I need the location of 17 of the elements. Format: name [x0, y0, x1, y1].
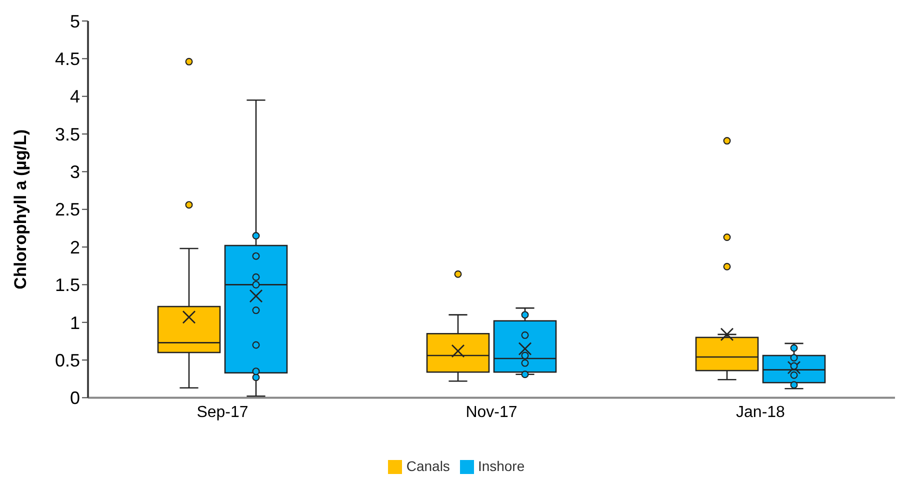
- y-tick-label: 1: [70, 312, 80, 333]
- y-tick-label: 5: [70, 11, 80, 32]
- legend-label: Canals: [406, 458, 450, 474]
- y-tick-label: 3: [70, 162, 80, 182]
- y-axis-title: Chlorophyll a (µg/L): [11, 129, 30, 290]
- x-tick-label: Sep-17: [196, 404, 248, 422]
- legend-label: Inshore: [478, 458, 525, 474]
- y-tick-label: 1.5: [54, 275, 80, 296]
- y-tick-label: 2.5: [54, 200, 80, 220]
- x-tick-label: Jan-18: [736, 404, 786, 422]
- y-tick-label: 4: [70, 86, 80, 107]
- y-tick-label: 0: [70, 388, 80, 408]
- x-tick-label: Nov-17: [466, 404, 518, 422]
- y-tick-label: 3.5: [54, 124, 80, 144]
- y-tick-label: 4.5: [54, 49, 80, 70]
- y-tick-label: 0.5: [54, 350, 80, 370]
- y-tick-label: 2: [70, 237, 80, 258]
